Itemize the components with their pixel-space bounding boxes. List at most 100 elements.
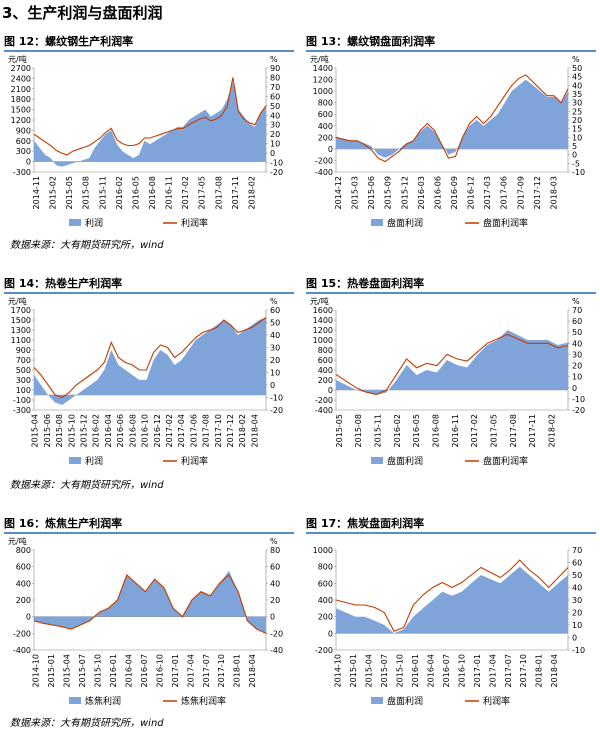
legend-label-area: 利润 (85, 455, 103, 467)
x-tick-label: 2017-06 (189, 414, 198, 447)
right-tick-label: -20 (270, 629, 283, 638)
right-tick-label: 20 (270, 356, 280, 365)
left-tick-label: 600 (16, 563, 31, 572)
left-tick-label: 200 (318, 613, 333, 622)
x-tick-label: 2018-01 (535, 654, 544, 687)
right-tick-label: 50 (572, 571, 582, 580)
area-series (336, 330, 568, 395)
left-tick-label: 800 (318, 99, 333, 108)
x-tick-label: 2018-04 (250, 414, 259, 447)
legend-swatch-area (69, 219, 81, 226)
right-tick-label: 20 (270, 130, 280, 139)
x-tick-label: 2014-10 (32, 654, 41, 687)
x-tick-label: 2017-10 (217, 654, 226, 687)
left-tick-label: 400 (318, 596, 333, 605)
left-tick-label: 0 (26, 158, 31, 167)
right-tick-label: -40 (270, 646, 283, 655)
right-tick-label: 0 (270, 381, 275, 390)
left-tick-label: 600 (318, 579, 333, 588)
right-tick-label: 0 (572, 151, 577, 160)
x-tick-label: 2017-04 (177, 414, 186, 447)
area-series (336, 566, 568, 634)
x-tick-label: 2015-09 (384, 176, 393, 209)
left-tick-label: 400 (16, 579, 31, 588)
x-tick-label: 2017-02 (165, 414, 174, 447)
right-tick-label: 80 (270, 73, 280, 82)
legend-swatch-area (69, 697, 81, 704)
left-tick-label: 1100 (11, 336, 31, 345)
left-tick-label: 400 (318, 366, 333, 375)
legend-label-line: 盘面利润率 (483, 455, 528, 467)
chart-title: 图 13：螺纹钢盘面利润率 (306, 34, 596, 52)
right-tick-label: 60 (572, 317, 582, 326)
left-tick-label: 1800 (11, 95, 31, 104)
legend-label-line: 盘面利润率 (483, 217, 528, 229)
legend-label-line: 炼焦利润率 (181, 695, 226, 707)
right-tick-label: 60 (270, 92, 280, 101)
x-tick-label: 2017-08 (214, 176, 223, 209)
chart-panel-12: 图 12：螺纹钢生产利润率 元/吨% 2700 2400 2100 1800 1500 120… (4, 34, 294, 234)
x-tick-label: 2017-03 (483, 176, 492, 209)
x-tick-label: 2016-07 (140, 654, 149, 687)
area-series (34, 317, 266, 405)
right-tick-label: 50 (270, 102, 280, 111)
right-tick-label: -10 (270, 159, 283, 168)
right-tick-label: 70 (572, 546, 582, 555)
line-series (335, 333, 569, 395)
left-tick-label: 800 (16, 546, 31, 555)
x-tick-label: 2016-12 (153, 414, 162, 447)
right-tick-label: -10 (572, 395, 585, 404)
left-tick-label: 600 (16, 137, 31, 146)
chart-svg: 1000 800 600 400 200 0 -200 70 60 50 40 30 20 10 0 -10 2… (313, 546, 585, 707)
right-tick-label: 20 (572, 116, 582, 125)
left-tick-label: 0 (328, 145, 333, 154)
legend-label-area: 盘面利润 (387, 695, 423, 707)
x-tick-label: 2017-02 (181, 176, 190, 209)
left-unit-label: 元/吨 (8, 536, 27, 546)
x-tick-label: 2016-07 (442, 654, 451, 687)
legend-label-area: 盘面利润 (387, 455, 423, 467)
x-tick-label: 2017-01 (171, 654, 180, 687)
x-tick-label: 2016-08 (128, 414, 137, 447)
right-tick-label: 10 (572, 373, 582, 382)
x-tick-label: 2017-02 (470, 414, 479, 447)
x-tick-label: 2017-12 (533, 176, 542, 209)
left-tick-label: 800 (318, 346, 333, 355)
x-tick-label: 2017-12 (226, 414, 235, 447)
left-tick-label: 800 (318, 563, 333, 572)
right-tick-label: 90 (270, 64, 280, 73)
x-tick-label: 2016-04 (104, 414, 113, 447)
left-unit-label: 元/吨 (310, 296, 329, 306)
left-tick-label: -400 (315, 168, 333, 177)
right-tick-label: 30 (270, 121, 280, 130)
chart-panel-13: 图 13：螺纹钢盘面利润率 元/吨% 1400 1200 1000 800 600 400 20… (306, 34, 596, 234)
x-tick-label: 2014-12 (334, 176, 343, 209)
right-tick-label: 5 (572, 142, 577, 151)
left-tick-label: 300 (16, 376, 31, 385)
x-tick-label: 2016-09 (450, 176, 459, 209)
right-tick-label: 50 (270, 319, 280, 328)
x-tick-label: 2017-10 (214, 414, 223, 447)
x-tick-label: 2018-02 (247, 176, 256, 209)
area-series (34, 570, 266, 634)
right-tick-label: 25 (572, 107, 582, 116)
left-tick-label: 900 (16, 346, 31, 355)
right-tick-label: 10 (572, 621, 582, 630)
x-tick-label: 2016-11 (451, 414, 460, 447)
x-tick-label: 2015-10 (67, 414, 76, 447)
x-tick-label: 2015-06 (367, 176, 376, 209)
right-tick-label: 80 (270, 546, 280, 555)
x-tick-label: 2015-11 (373, 414, 382, 447)
line-series (335, 559, 569, 632)
x-tick-label: 2017-06 (500, 176, 509, 209)
x-tick-label: 2016-04 (426, 654, 435, 687)
left-tick-label: 1200 (313, 326, 333, 335)
x-tick-label: 2015-04 (63, 654, 72, 687)
left-tick-label: 2100 (11, 85, 31, 94)
x-tick-label: 2016-01 (411, 654, 420, 687)
legend-label-line: 利润率 (181, 455, 208, 467)
x-tick-label: 2017-07 (202, 654, 211, 687)
x-tick-label: 2015-08 (55, 414, 64, 447)
x-tick-label: 2016-01 (109, 654, 118, 687)
data-source-2: 数据来源：大有期货研究所，wind (10, 480, 164, 491)
